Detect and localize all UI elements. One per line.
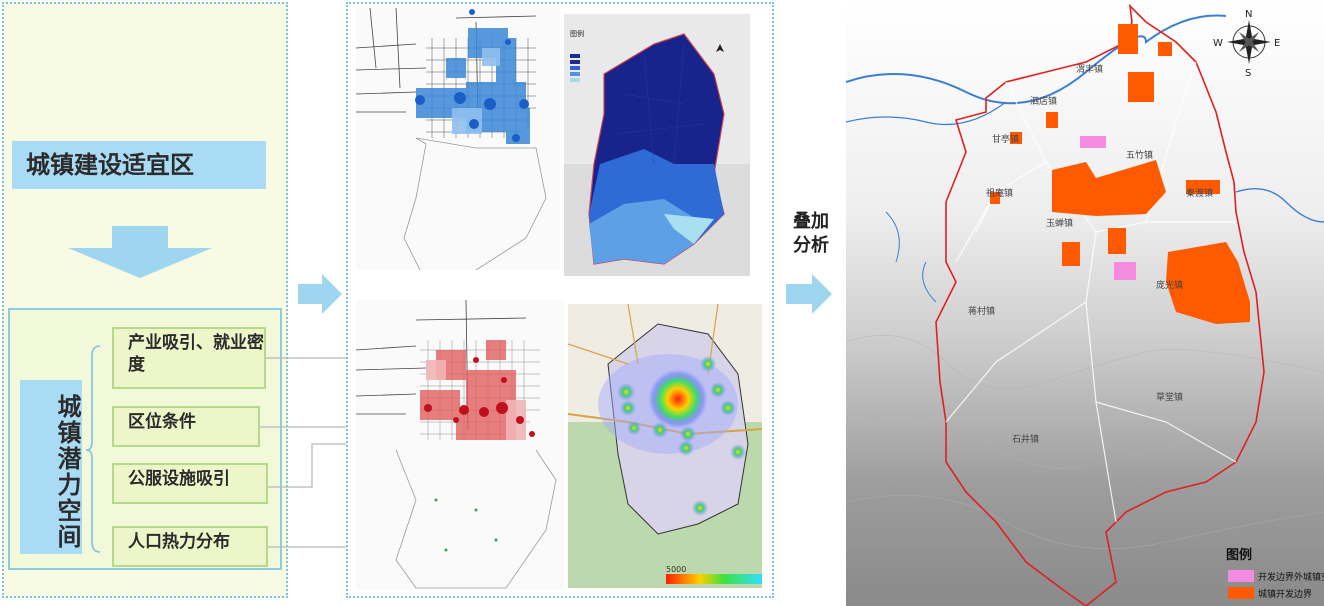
development-boundary-map: N S E W	[846, 2, 1324, 606]
factor-public-service: 公服设施吸引	[112, 463, 268, 504]
mini-legend-title: 图例	[570, 29, 584, 38]
town-label: 秦渡镇	[1186, 189, 1214, 199]
population-heat-map: 5000	[568, 304, 762, 588]
potential-space-label: 城镇潜力空间	[20, 380, 82, 554]
right-arrow-icon	[786, 274, 832, 314]
town-label: 石井镇	[1012, 435, 1040, 445]
svg-text:W: W	[1213, 38, 1223, 49]
svg-text:S: S	[1245, 68, 1251, 79]
public-service-map	[356, 300, 564, 590]
right-arrow-icon	[298, 274, 342, 314]
heat-scale-label: 5000	[666, 565, 686, 574]
industry-map	[356, 8, 560, 270]
town-label: 草堂镇	[1156, 393, 1184, 403]
compass-rose-icon: N S E W	[1213, 9, 1280, 79]
factor-location: 区位条件	[112, 406, 260, 447]
town-label: 泗店镇	[1030, 97, 1058, 107]
factor-industry: 产业吸引、就业密度	[112, 327, 266, 389]
town-label: 祖庵镇	[986, 189, 1014, 199]
legend-swatch-outside-boundary	[1228, 570, 1254, 582]
town-label: 渭丰镇	[1076, 65, 1104, 75]
down-arrow-icon	[68, 226, 212, 278]
legend-title: 图例	[1226, 548, 1253, 563]
bracket-icon	[86, 345, 101, 553]
town-label: 蒋村镇	[968, 307, 996, 317]
legend-label-outside-boundary: 开发边界外城镇空	[1258, 573, 1324, 583]
svg-text:E: E	[1274, 38, 1280, 49]
legend-label-dev-boundary: 城镇开发边界	[1258, 590, 1313, 600]
town-label: 庞光镇	[1156, 281, 1184, 291]
svg-text:N: N	[1245, 9, 1252, 20]
overlay-analysis-label: 叠加分析	[793, 211, 829, 256]
suitable-zone-box: 城镇建设适宜区	[12, 141, 266, 189]
factor-population-heat: 人口热力分布	[112, 526, 268, 567]
town-label: 玉蝉镇	[1046, 219, 1074, 229]
town-label: 甘亭镇	[992, 135, 1020, 145]
location-map: 图例	[564, 14, 750, 276]
legend-swatch-dev-boundary	[1228, 587, 1254, 599]
town-label: 五竹镇	[1126, 151, 1154, 161]
